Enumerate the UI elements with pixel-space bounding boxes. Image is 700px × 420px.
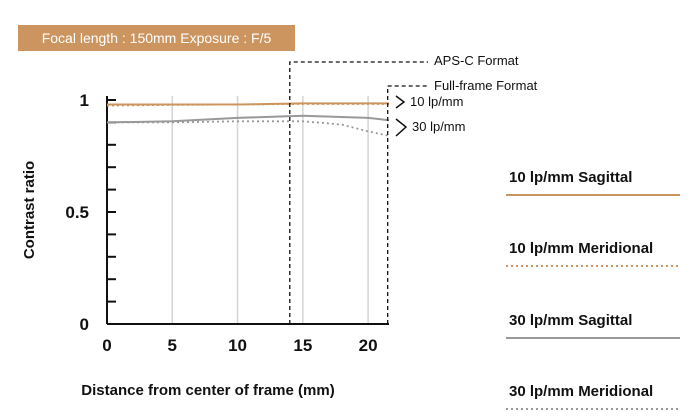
legend-label-3: 30 lp/mm Sagittal xyxy=(509,312,632,329)
frequency-annotations: 10 lp/mm 30 lp/mm xyxy=(395,94,465,137)
series-line-3 xyxy=(106,114,390,124)
series-line-1 xyxy=(107,102,389,106)
x-tick-label: 20 xyxy=(359,336,378,355)
aps-c-boundary xyxy=(289,61,428,324)
y-tick-label: 0.5 xyxy=(65,203,89,222)
x-axis-label: Distance from center of frame (mm) xyxy=(81,382,334,399)
data-series xyxy=(106,102,390,137)
legend: 10 lp/mm Sagittal 10 lp/mm Meridional 30 l… xyxy=(506,169,680,410)
series-line-4 xyxy=(107,120,390,137)
freq-annotation-10: 10 lp/mm xyxy=(410,94,463,109)
header-caption: Focal length : 150mm Exposure : F/5 xyxy=(18,25,295,51)
axes: 1 0.5 00 5 10 15 20 xyxy=(65,91,389,355)
x-tick-label: 5 xyxy=(168,336,177,355)
format-markers: APS-C Format Full-frame Format xyxy=(289,53,538,324)
x-tick-label: 0 xyxy=(102,336,111,355)
freq-annotation-30: 30 lp/mm xyxy=(412,119,465,134)
legend-label-1: 10 lp/mm Sagittal xyxy=(509,169,632,186)
x-tick-label: 15 xyxy=(293,336,312,355)
grid-lines xyxy=(171,96,369,324)
legend-label-2: 10 lp/mm Meridional xyxy=(509,240,653,257)
y-tick-label: 1 xyxy=(80,91,89,110)
x-tick-label: 10 xyxy=(228,336,247,355)
bracket-10lp-icon xyxy=(395,95,406,109)
full-frame-format-label: Full-frame Format xyxy=(434,78,538,93)
axis-labels: Distance from center of frame (mm) Contr… xyxy=(21,161,335,399)
y-axis-label: Contrast ratio xyxy=(21,161,38,259)
bracket-30lp-icon xyxy=(395,118,408,137)
y-tick-label: 0 xyxy=(80,315,89,334)
aps-c-format-label: APS-C Format xyxy=(434,53,519,68)
legend-label-4: 30 lp/mm Meridional xyxy=(509,383,653,400)
full-frame-boundary xyxy=(387,85,428,324)
